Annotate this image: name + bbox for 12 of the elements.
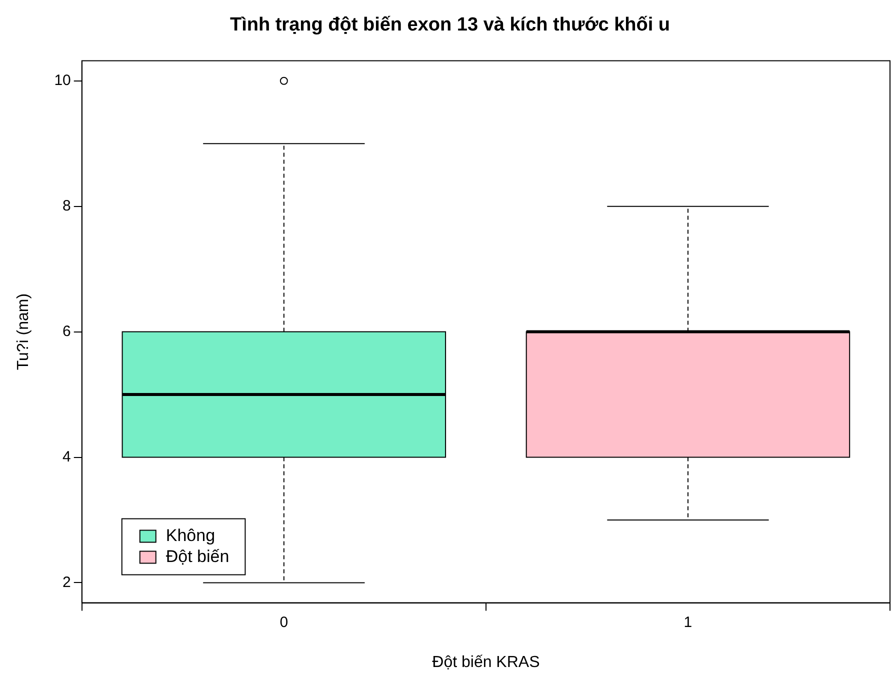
x-tick-label: 0 <box>280 614 288 631</box>
chart-title: Tình trạng đột biến exon 13 và kích thước khối u <box>230 14 670 36</box>
legend-label: Đột biến <box>166 546 230 566</box>
y-axis-title: Tu?i (nam) <box>15 293 32 370</box>
legend-label: Không <box>166 526 216 545</box>
y-tick-label: 6 <box>62 322 71 340</box>
y-tick-label: 8 <box>62 197 71 214</box>
x-axis-title: Đột biến KRAS <box>432 654 540 671</box>
x-tick-label: 1 <box>684 614 692 631</box>
y-tick-label: 2 <box>62 574 71 591</box>
y-tick-label: 10 <box>54 72 71 90</box>
y-tick-label: 4 <box>62 448 71 466</box>
